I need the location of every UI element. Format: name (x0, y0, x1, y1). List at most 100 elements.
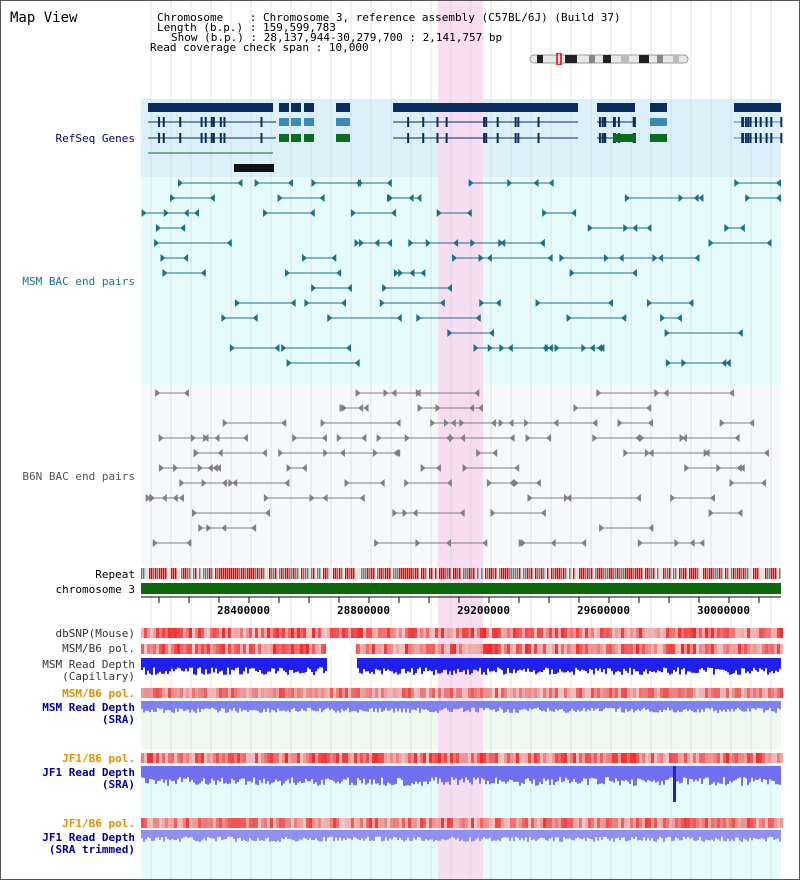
msm-bac-pair-end (632, 224, 638, 232)
msm-depth-capillary-bar (449, 658, 451, 672)
jf1-pol-strip (555, 818, 558, 828)
jf1-pol-strip (603, 818, 606, 828)
track-label-jf1-depth[interactable]: JF1 Read Depth (SRA) (42, 766, 135, 791)
jf1-pol-strip (261, 818, 264, 828)
msm-b6-pol-strip (702, 644, 705, 654)
msm-bac-pair-end (386, 239, 392, 247)
msm-b6-pol-strip (618, 688, 621, 698)
track-label-jf1-pol-2[interactable]: JF1/B6 pol. (62, 817, 135, 830)
dbsnp-strip (618, 628, 621, 638)
msm-depth-capillary-bar (187, 658, 189, 672)
msm-b6-pol-strip (756, 688, 759, 698)
jf1-pol-strip (162, 753, 165, 763)
track-label-msm-depth-capillary[interactable]: MSM Read Depth (Capillary) (42, 658, 135, 683)
msm-depth-capillary-bar (597, 658, 599, 671)
repeat-mark (417, 568, 419, 579)
msm-b6-pol-strip (312, 688, 315, 698)
dbsnp-strip (681, 628, 684, 638)
msm-depth-sra-bar (665, 701, 667, 711)
msm-depth-sra-bar (277, 701, 279, 709)
dbsnp-strip (339, 628, 342, 638)
jf1-depth-bar (459, 766, 461, 781)
msm-depth-capillary-bar (213, 658, 215, 673)
repeat-mark (707, 568, 709, 579)
msm-depth-capillary-bar (719, 658, 721, 670)
track-label-jf1-pol-1[interactable]: JF1/B6 pol. (62, 752, 135, 765)
track-label-chromosome[interactable]: chromosome 3 (55, 583, 135, 596)
jf1-pol-strip (666, 818, 669, 828)
repeat-mark (503, 568, 505, 579)
jf1-depth-trimmed-bar (679, 830, 681, 841)
msm-b6-pol-strip (570, 644, 573, 654)
jf1-depth-trimmed-bar (491, 830, 493, 841)
msm-b6-pol-strip (753, 644, 756, 654)
msm-b6-pol-strip (744, 688, 747, 698)
msm-depth-capillary-bar (315, 658, 317, 672)
msm-bac-pair-end (341, 299, 347, 307)
msm-b6-pol-strip (363, 644, 366, 654)
jf1-depth-bar (433, 766, 435, 781)
track-label-repeat[interactable]: Repeat (95, 568, 135, 581)
msm-depth-sra-bar (529, 701, 531, 709)
msm-b6-pol-strip (375, 688, 378, 698)
repeat-mark (641, 568, 643, 579)
track-label-msm-b6-pol-1[interactable]: MSM/B6 pol. (62, 642, 135, 655)
dbsnp-strip (255, 628, 258, 638)
refseq-exon (179, 117, 182, 127)
msm-depth-sra-bar (595, 701, 597, 710)
dbsnp-strip (552, 628, 555, 638)
msm-b6-pol-strip (243, 688, 246, 698)
msm-b6-pol-strip (423, 644, 426, 654)
jf1-depth-trimmed-bar (215, 830, 217, 842)
dbsnp-strip (660, 628, 663, 638)
jf1-pol-strip (372, 818, 375, 828)
msm-depth-sra-bar (443, 701, 445, 709)
msm-depth-capillary-bar (669, 658, 671, 675)
jf1-pol-strip (708, 818, 711, 828)
repeat-mark (563, 568, 565, 579)
jf1-depth-trimmed-bar (393, 830, 395, 837)
b6n-bac-pair-end (729, 389, 735, 397)
jf1-pol-strip (162, 818, 165, 828)
jf1-depth-bar (583, 766, 585, 779)
dbsnp-strip (693, 628, 696, 638)
msm-depth-capillary-bar (765, 658, 767, 669)
msm-depth-sra-bar (639, 701, 641, 712)
b6n-bac-pair-end (498, 419, 504, 427)
msm-depth-capillary-bar (683, 658, 685, 669)
track-label-msm-bac[interactable]: MSM BAC end pairs (22, 275, 135, 288)
track-label-msm-b6-pol-2[interactable]: MSM/B6 pol. (62, 687, 135, 700)
b6n-bac-pair-end (361, 434, 367, 442)
msm-depth-capillary-bar (425, 658, 427, 668)
jf1-pol-strip (723, 818, 726, 828)
jf1-depth-trimmed-bar (309, 830, 311, 839)
repeat-mark (353, 568, 355, 579)
msm-bac-pair-end (420, 269, 426, 277)
track-label-msm-depth-sra[interactable]: MSM Read Depth (SRA) (42, 701, 135, 726)
jf1-depth-trimmed-bar (489, 830, 491, 838)
dbsnp-strip (579, 628, 582, 638)
track-label-dbsnp[interactable]: dbSNP(Mouse) (55, 627, 135, 640)
dbsnp-strip (528, 628, 531, 638)
repeat-mark (771, 568, 773, 579)
msm-bac-pair-end (302, 254, 308, 262)
msm-bac-pair-end (319, 194, 325, 202)
msm-depth-capillary-bar (771, 658, 773, 671)
jf1-pol-strip (693, 753, 696, 763)
msm-depth-capillary-bar (383, 658, 385, 669)
repeat-mark (257, 568, 259, 579)
msm-depth-capillary-bar (757, 658, 759, 672)
chromosome-ideogram[interactable] (529, 53, 691, 65)
repeat-mark (359, 568, 361, 579)
jf1-depth-bar (233, 766, 235, 781)
msm-b6-pol-strip (207, 688, 210, 698)
dbsnp-strip (663, 628, 666, 638)
track-label-refseq[interactable]: RefSeq Genes (55, 132, 135, 145)
repeat-mark (751, 568, 753, 579)
repeat-mark (721, 568, 723, 579)
dbsnp-strip (534, 628, 537, 638)
track-label-jf1-depth-trimmed[interactable]: JF1 Read Depth (SRA trimmed) (42, 831, 135, 856)
track-label-b6n-bac[interactable]: B6N BAC end pairs (22, 470, 135, 483)
repeat-mark (669, 568, 671, 579)
